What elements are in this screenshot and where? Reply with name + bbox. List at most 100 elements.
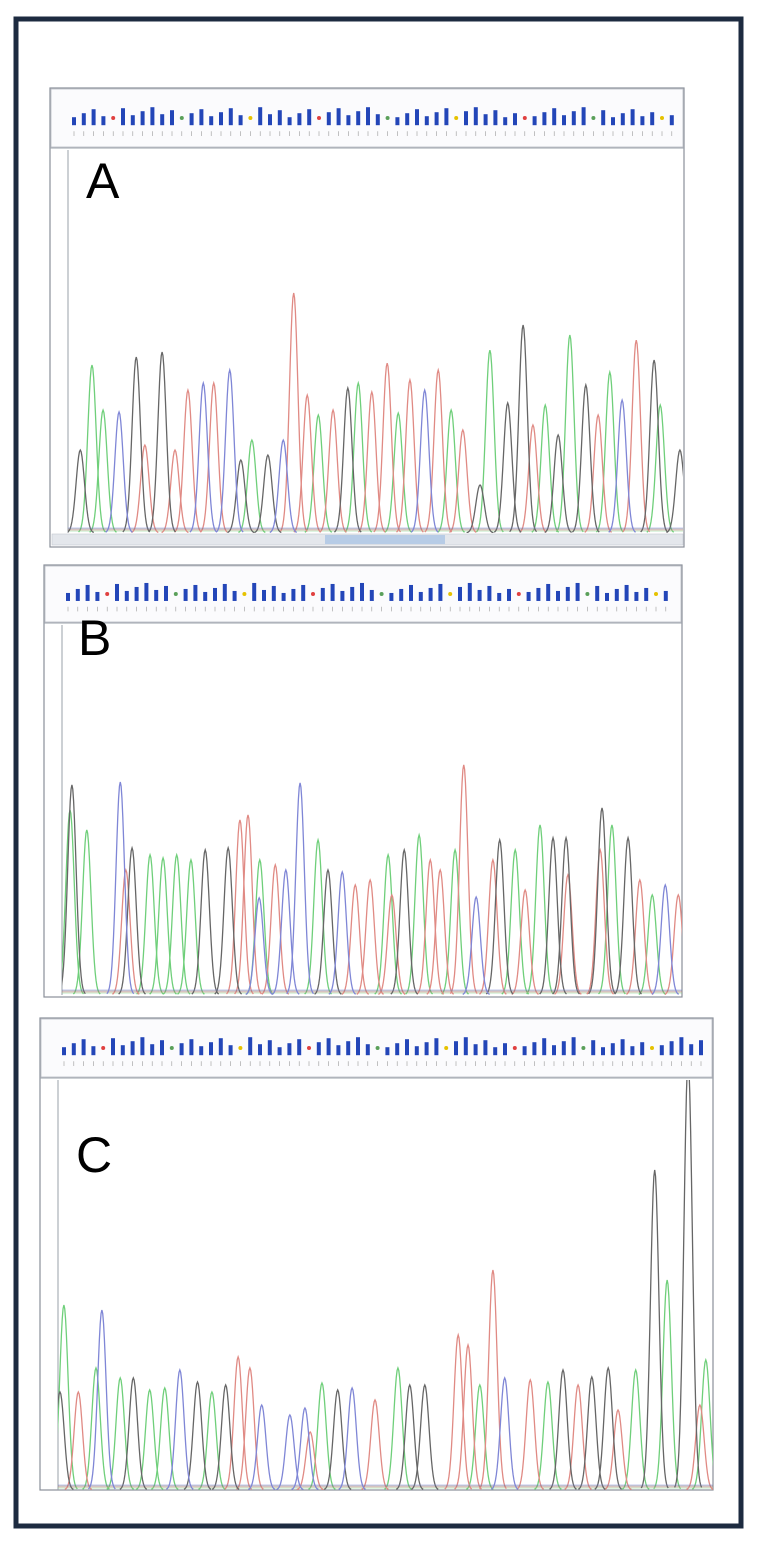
header-bar [503,117,508,126]
header-bar [375,114,380,126]
header-bar [326,112,331,126]
header-dot [248,116,253,120]
header-bar [248,1037,253,1056]
header-bar [238,115,243,126]
header-bar [571,1037,576,1056]
header-bar [62,1047,66,1056]
header-bar [130,1041,135,1056]
peak [384,411,413,533]
header-bar [75,588,80,601]
peak [664,893,682,995]
header-bar [346,1041,351,1056]
header-bar [659,1045,664,1056]
header-dot [522,116,527,120]
header-bar [620,1039,625,1056]
peak [626,878,654,995]
peak [651,883,680,995]
peak [199,380,228,533]
peak [198,1390,226,1490]
header-bar [213,587,217,601]
peak [390,847,419,995]
header-bar [561,1041,566,1056]
peak [604,1408,632,1490]
peak [224,1354,252,1490]
peak [493,400,522,533]
header-dot [444,1046,449,1050]
peak [501,847,530,995]
header-bar [389,592,394,601]
header-bar [669,1041,674,1056]
peak [384,1365,412,1490]
peak [378,893,406,995]
header-bar [164,585,168,601]
header-bar [464,111,468,126]
header-bar [199,109,204,126]
header-bar [101,116,106,126]
header-bar [219,112,223,126]
header-bar [95,591,100,601]
peak [449,428,477,533]
header-bar [610,1043,615,1056]
header-dot [111,116,116,120]
peak [437,408,465,533]
peak [174,387,202,533]
header-bar [493,1047,498,1056]
header-bar [581,107,586,126]
header-bar [360,582,364,601]
header-bar [91,109,96,126]
header-bar [267,1040,272,1056]
peak [328,869,357,995]
peak [293,392,322,533]
peak [588,807,616,995]
header-bar [232,590,237,601]
peak [410,387,439,533]
peak [58,1304,78,1490]
header-bar [644,587,649,601]
peak [646,403,675,533]
header-bar [395,117,400,126]
peak [333,385,362,533]
header-bar [365,1044,370,1056]
header-bar [477,589,482,601]
header-bar [438,583,443,601]
header-bar [66,592,70,601]
header-dot [585,592,590,596]
header-bar [415,109,419,126]
header-bar [189,1039,194,1056]
header-bar [418,591,423,601]
header-bar [287,117,292,126]
header-bar [409,584,413,601]
header-bar [532,1042,537,1056]
panel [39,1017,714,1491]
header-dot [379,592,384,596]
peak [478,1269,507,1490]
peak [554,872,582,995]
peak [62,784,86,995]
header-dot [307,1046,311,1050]
header-bar [679,1037,684,1056]
header-bar [258,107,263,126]
peak [189,380,218,533]
header-dot [454,116,459,120]
header-bar [522,1046,527,1056]
header-bar [663,590,668,601]
peak [509,324,538,533]
panel-label: B [78,610,111,666]
header-bar [630,1046,635,1056]
peak [319,408,347,533]
header-bar [121,108,125,126]
header-bar [85,584,90,601]
header-bar [91,1046,96,1056]
header-bar [193,584,198,601]
peak [584,413,612,533]
peak [441,847,469,995]
header-bar [277,110,282,126]
peak [638,893,667,995]
header-bar [605,592,609,601]
header-bar [546,583,551,601]
peak [691,1357,713,1490]
header-bar [320,587,325,601]
plot-area [58,1080,713,1490]
header-bar [473,107,478,126]
